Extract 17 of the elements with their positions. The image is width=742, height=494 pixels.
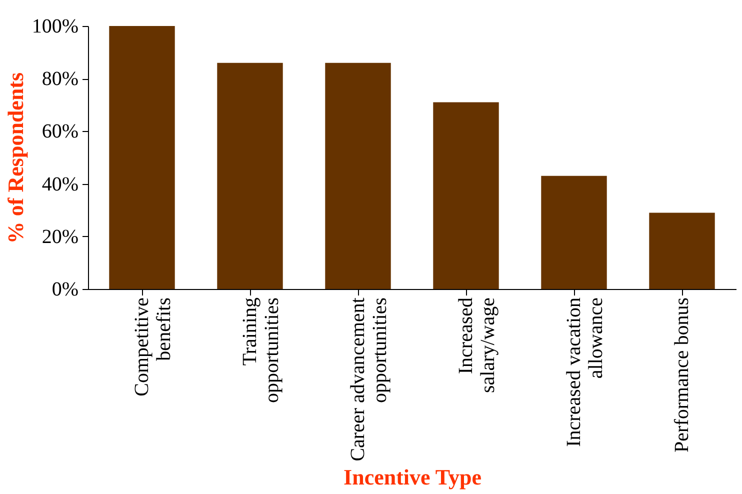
x-tick-label: Increased vacation allowance — [563, 297, 607, 447]
x-tick-label: Competitive benefits — [131, 297, 175, 396]
bar — [541, 176, 607, 289]
y-tick-label: 60% — [42, 120, 78, 143]
bar — [433, 102, 499, 289]
bar — [217, 62, 283, 289]
x-axis-title: Incentive Type — [344, 464, 482, 490]
bar — [325, 62, 391, 289]
y-tick-label: 80% — [42, 68, 78, 90]
y-tick-label: 40% — [42, 173, 78, 196]
x-tick-label: Performance bonus — [671, 297, 693, 452]
y-tick-label: 0% — [52, 278, 78, 300]
bar — [649, 212, 715, 289]
y-tick-label: 100% — [32, 16, 78, 38]
y-tick-label: 20% — [42, 226, 78, 248]
y-axis-title: % of Respondents — [2, 72, 28, 244]
bar — [109, 26, 175, 289]
